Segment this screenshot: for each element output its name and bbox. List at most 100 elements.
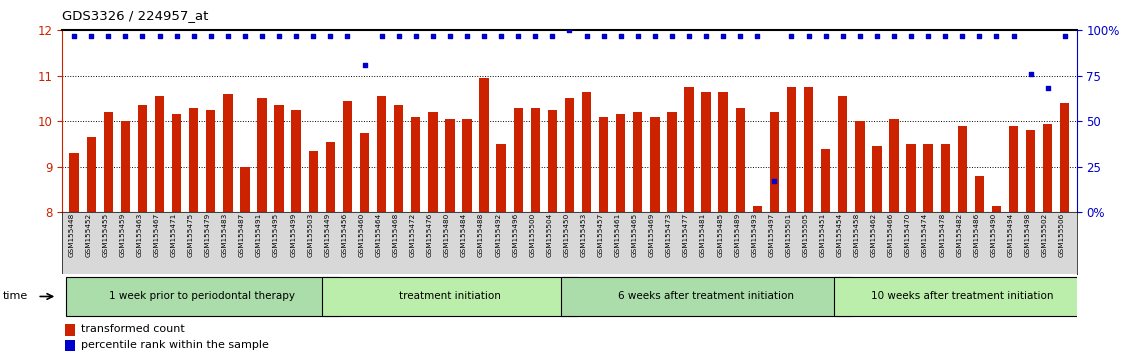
- Bar: [530, 108, 539, 212]
- Point: [218, 33, 236, 38]
- Bar: [701, 92, 710, 212]
- Bar: [360, 133, 369, 212]
- Bar: [872, 146, 881, 212]
- Point: [543, 33, 561, 38]
- Point: [595, 33, 613, 38]
- Bar: [599, 117, 608, 212]
- Point: [475, 33, 493, 38]
- Point: [66, 33, 84, 38]
- Point: [697, 33, 715, 38]
- Bar: [446, 119, 455, 212]
- Bar: [1060, 103, 1070, 212]
- Text: percentile rank within the sample: percentile rank within the sample: [81, 340, 269, 350]
- Point: [800, 33, 818, 38]
- Point: [987, 33, 1005, 38]
- Point: [321, 33, 339, 38]
- Bar: [309, 151, 318, 212]
- Text: 10 weeks after treatment initiation: 10 weeks after treatment initiation: [871, 291, 1054, 301]
- Point: [355, 62, 373, 68]
- Bar: [121, 121, 130, 212]
- Bar: [838, 96, 847, 212]
- Bar: [497, 144, 506, 212]
- Point: [629, 33, 647, 38]
- Bar: [258, 98, 267, 212]
- Point: [920, 33, 938, 38]
- Point: [766, 178, 784, 184]
- Bar: [513, 108, 523, 212]
- Bar: [343, 101, 352, 212]
- Bar: [172, 114, 181, 212]
- Point: [1055, 33, 1073, 38]
- Point: [201, 33, 219, 38]
- Point: [116, 33, 135, 38]
- Bar: [377, 96, 387, 212]
- Bar: [104, 112, 113, 212]
- Bar: [650, 117, 659, 212]
- Bar: [326, 142, 335, 212]
- Bar: [804, 87, 813, 212]
- Point: [133, 33, 152, 38]
- Bar: [889, 119, 899, 212]
- Bar: [394, 105, 404, 212]
- Point: [680, 33, 698, 38]
- Point: [1004, 33, 1022, 38]
- Bar: [463, 119, 472, 212]
- Text: treatment initiation: treatment initiation: [399, 291, 501, 301]
- Bar: [322, 276, 578, 316]
- Bar: [992, 206, 1001, 212]
- Point: [884, 33, 903, 38]
- Bar: [752, 206, 762, 212]
- Text: transformed count: transformed count: [81, 324, 184, 334]
- Bar: [66, 324, 76, 336]
- Point: [389, 33, 407, 38]
- Point: [424, 33, 442, 38]
- Point: [970, 33, 988, 38]
- Bar: [66, 340, 76, 351]
- Point: [646, 33, 664, 38]
- Point: [612, 33, 630, 38]
- Bar: [292, 110, 301, 212]
- Bar: [189, 108, 198, 212]
- Bar: [581, 92, 592, 212]
- Point: [783, 33, 801, 38]
- Bar: [66, 276, 339, 316]
- Point: [509, 33, 527, 38]
- Point: [253, 33, 271, 38]
- Text: 6 weeks after treatment initiation: 6 weeks after treatment initiation: [619, 291, 794, 301]
- Point: [492, 33, 510, 38]
- Point: [83, 33, 101, 38]
- Bar: [770, 112, 779, 212]
- Bar: [975, 176, 984, 212]
- Point: [150, 33, 169, 38]
- Point: [236, 33, 254, 38]
- Point: [560, 27, 578, 33]
- Bar: [684, 87, 693, 212]
- Point: [1021, 71, 1039, 77]
- Text: time: time: [3, 291, 28, 302]
- Bar: [87, 137, 96, 212]
- Bar: [855, 121, 864, 212]
- Bar: [923, 144, 933, 212]
- Point: [953, 33, 972, 38]
- Bar: [223, 94, 233, 212]
- Point: [441, 33, 459, 38]
- Bar: [547, 110, 558, 212]
- Point: [458, 33, 476, 38]
- Point: [287, 33, 305, 38]
- Bar: [1043, 124, 1052, 212]
- Point: [851, 33, 869, 38]
- Bar: [1009, 126, 1018, 212]
- Point: [714, 33, 732, 38]
- Point: [936, 33, 955, 38]
- Bar: [906, 144, 916, 212]
- Point: [270, 33, 288, 38]
- Point: [372, 33, 390, 38]
- Text: GDS3326 / 224957_at: GDS3326 / 224957_at: [62, 9, 208, 22]
- Bar: [633, 112, 642, 212]
- Bar: [835, 276, 1090, 316]
- Bar: [616, 114, 625, 212]
- Point: [1038, 86, 1056, 91]
- Bar: [480, 78, 489, 212]
- Point: [407, 33, 425, 38]
- Point: [167, 33, 185, 38]
